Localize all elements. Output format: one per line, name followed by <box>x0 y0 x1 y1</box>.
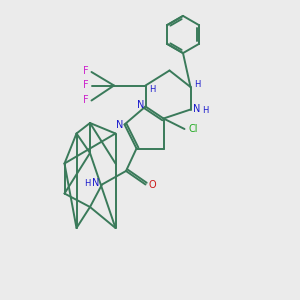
Text: H: H <box>202 106 208 115</box>
Text: H: H <box>194 80 200 88</box>
Text: N: N <box>92 178 99 188</box>
Text: F: F <box>83 94 89 105</box>
Text: N: N <box>137 100 145 110</box>
Text: Cl: Cl <box>188 124 198 134</box>
Text: H: H <box>149 85 155 94</box>
Text: N: N <box>194 104 201 114</box>
Text: H: H <box>84 178 91 188</box>
Text: O: O <box>148 180 156 190</box>
Text: F: F <box>83 66 89 76</box>
Text: N: N <box>116 119 124 130</box>
Text: F: F <box>83 80 89 90</box>
